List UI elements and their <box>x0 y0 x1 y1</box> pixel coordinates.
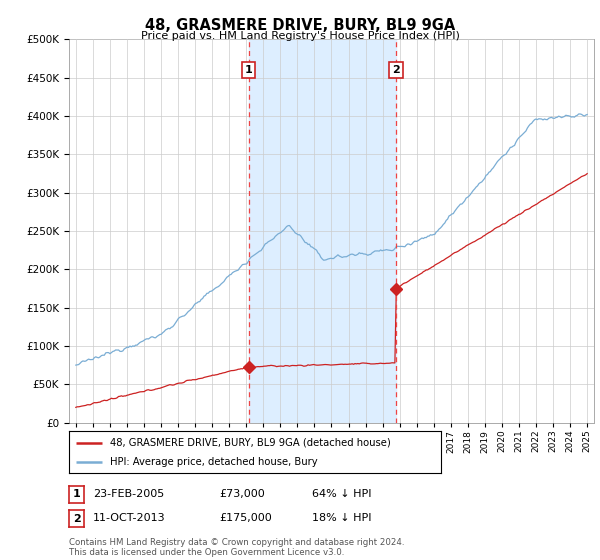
Text: 64% ↓ HPI: 64% ↓ HPI <box>312 489 371 499</box>
Text: Contains HM Land Registry data © Crown copyright and database right 2024.
This d: Contains HM Land Registry data © Crown c… <box>69 538 404 557</box>
Bar <box>248 39 396 423</box>
Text: 23-FEB-2005: 23-FEB-2005 <box>93 489 164 499</box>
Text: 2: 2 <box>73 514 80 524</box>
Text: 11-OCT-2013: 11-OCT-2013 <box>93 513 166 523</box>
Text: 1: 1 <box>245 65 253 75</box>
Text: 18% ↓ HPI: 18% ↓ HPI <box>312 513 371 523</box>
Text: £175,000: £175,000 <box>219 513 272 523</box>
Text: Price paid vs. HM Land Registry's House Price Index (HPI): Price paid vs. HM Land Registry's House … <box>140 31 460 41</box>
Text: £73,000: £73,000 <box>219 489 265 499</box>
Text: 2: 2 <box>392 65 400 75</box>
Text: 1: 1 <box>73 489 80 500</box>
Text: 48, GRASMERE DRIVE, BURY, BL9 9GA: 48, GRASMERE DRIVE, BURY, BL9 9GA <box>145 18 455 33</box>
Text: HPI: Average price, detached house, Bury: HPI: Average price, detached house, Bury <box>110 457 317 467</box>
Text: 48, GRASMERE DRIVE, BURY, BL9 9GA (detached house): 48, GRASMERE DRIVE, BURY, BL9 9GA (detac… <box>110 437 391 447</box>
